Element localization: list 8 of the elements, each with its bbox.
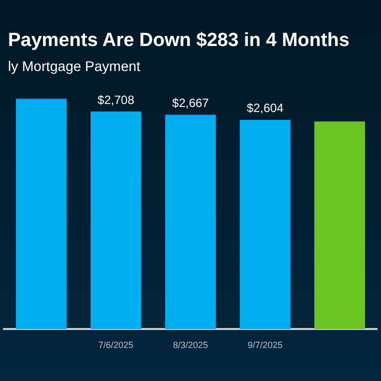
x-tick-label: 9/7/2025 <box>248 340 283 350</box>
x-tick-label: 8/3/2025 <box>172 340 208 350</box>
chart-title: Payments Are Down $283 in 4 Months <box>8 30 350 52</box>
data-label: $2,667 <box>172 96 210 110</box>
data-label: $2,708 <box>98 92 135 107</box>
data-label: $2,604 <box>246 101 284 116</box>
chart-subtitle: ly Mortgage Payment <box>8 58 140 74</box>
x-tick-label: 7/6/2025 <box>98 340 134 350</box>
